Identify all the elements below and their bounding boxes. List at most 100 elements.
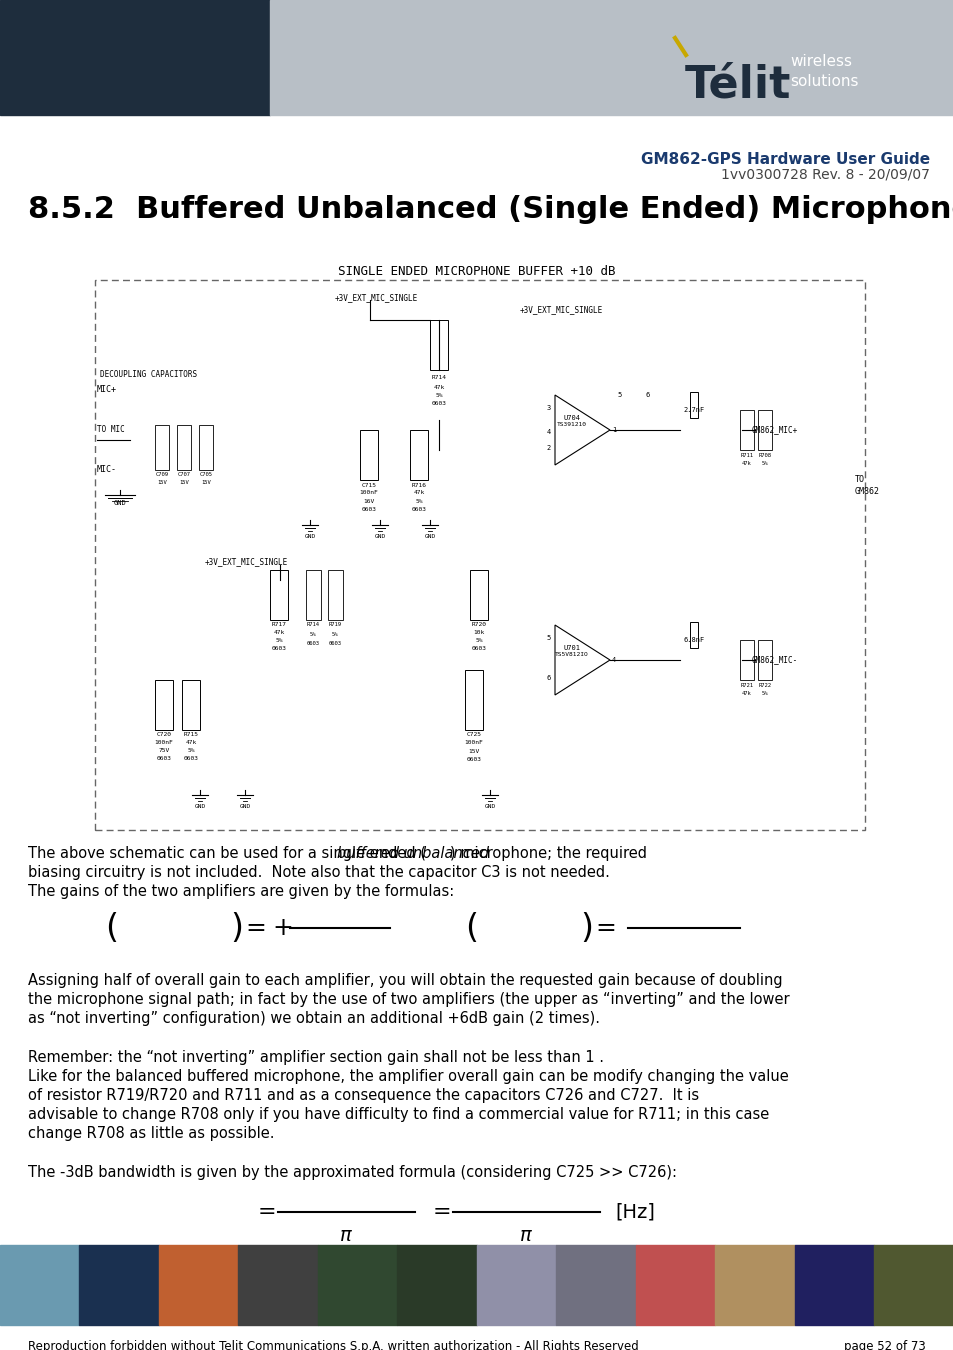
Bar	[476, 1245, 556, 1324]
Bar	[758, 410, 771, 450]
Text: 0603: 0603	[183, 756, 198, 761]
Text: TO MIC: TO MIC	[97, 425, 125, 435]
Text: 0603: 0603	[361, 508, 376, 512]
Text: of resistor R719/R720 and R711 and as a consequence the capacitors C726 and C727: of resistor R719/R720 and R711 and as a …	[28, 1088, 699, 1103]
Text: R711: R711	[740, 454, 753, 458]
Text: biasing circuitry is not included.  Note also that the capacitor C3 is not neede: biasing circuitry is not included. Note …	[28, 865, 609, 880]
Text: R719: R719	[328, 622, 341, 626]
Bar	[199, 425, 213, 470]
Bar	[182, 680, 200, 730]
Text: Like for the balanced buffered microphone, the amplifier overall gain can be mod: Like for the balanced buffered microphon…	[28, 1069, 788, 1084]
Text: MIC-: MIC-	[97, 466, 117, 474]
Text: SINGLE ENDED MICROPHONE BUFFER +10 dB: SINGLE ENDED MICROPHONE BUFFER +10 dB	[338, 265, 615, 278]
Bar	[306, 570, 320, 620]
Text: GM862: GM862	[854, 487, 879, 497]
Text: 47k: 47k	[741, 691, 751, 697]
Text: 5%: 5%	[435, 393, 442, 398]
Text: 47k: 47k	[185, 740, 196, 745]
Bar	[410, 431, 428, 481]
Bar	[715, 1245, 794, 1324]
Text: 47k: 47k	[274, 630, 284, 634]
Text: R720: R720	[471, 622, 486, 626]
Text: GM862_MIC+: GM862_MIC+	[751, 425, 798, 435]
Text: +3V_EXT_MIC_SINGLE: +3V_EXT_MIC_SINGLE	[335, 293, 417, 302]
Text: page 52 of 73: page 52 of 73	[843, 1341, 925, 1350]
Text: 0603: 0603	[306, 641, 319, 647]
Text: 10k: 10k	[473, 630, 484, 634]
Text: =: =	[595, 917, 616, 940]
Text: =: =	[245, 917, 266, 940]
Text: 1: 1	[612, 427, 616, 433]
Text: 5%: 5%	[760, 460, 767, 466]
Text: (: (	[464, 911, 477, 945]
Text: TO: TO	[854, 475, 864, 485]
Text: R708: R708	[758, 454, 771, 458]
Bar	[154, 425, 169, 470]
Text: =: =	[433, 1202, 451, 1222]
Text: [Hz]: [Hz]	[615, 1203, 654, 1222]
Text: solutions: solutions	[789, 74, 858, 89]
Text: C720: C720	[156, 732, 172, 737]
Text: 2.7nF: 2.7nF	[682, 406, 704, 413]
Text: wireless: wireless	[789, 54, 851, 69]
Text: Reproduction forbidden without Telit Communications S.p.A. written authorization: Reproduction forbidden without Telit Com…	[28, 1341, 639, 1350]
Text: 0603: 0603	[156, 756, 172, 761]
Text: R715: R715	[183, 732, 198, 737]
Text: GND: GND	[239, 805, 251, 809]
Text: +: +	[272, 917, 293, 940]
Bar	[430, 320, 448, 370]
Bar	[270, 570, 288, 620]
Text: ): )	[579, 911, 593, 945]
Text: 15V: 15V	[201, 481, 211, 485]
Bar	[794, 1245, 874, 1324]
Text: R717: R717	[272, 622, 286, 626]
Bar	[397, 1245, 476, 1324]
Text: 6: 6	[546, 675, 551, 680]
Text: 0603: 0603	[431, 401, 446, 406]
Bar	[689, 392, 698, 418]
Text: 5%: 5%	[310, 632, 315, 637]
Text: 3: 3	[546, 405, 551, 410]
Text: 4: 4	[546, 429, 551, 435]
Text: buffered unbalanced: buffered unbalanced	[337, 846, 489, 861]
Text: 8.5.2  Buffered Unbalanced (Single Ended) Microphone: 8.5.2 Buffered Unbalanced (Single Ended)…	[28, 194, 953, 224]
Bar	[177, 425, 191, 470]
Text: GND: GND	[194, 805, 206, 809]
Text: GM862-GPS Hardware User Guide: GM862-GPS Hardware User Guide	[640, 153, 929, 167]
Bar	[317, 1245, 397, 1324]
Text: Remember: the “not inverting” amplifier section gain shall not be less than 1 .: Remember: the “not inverting” amplifier …	[28, 1050, 603, 1065]
Text: 5%: 5%	[415, 500, 422, 504]
Text: 5: 5	[618, 392, 621, 398]
Text: GM862_MIC-: GM862_MIC-	[751, 656, 798, 664]
Text: C709: C709	[155, 472, 169, 477]
Text: C705: C705	[199, 472, 213, 477]
Text: =: =	[257, 1202, 276, 1222]
Text: Télit: Télit	[684, 63, 791, 107]
Text: R722: R722	[758, 683, 771, 688]
Text: 15V: 15V	[179, 481, 189, 485]
Text: GND: GND	[374, 535, 385, 539]
Text: GND: GND	[424, 535, 436, 539]
Bar	[159, 1245, 238, 1324]
Text: GND: GND	[113, 500, 126, 506]
Text: 75V: 75V	[158, 748, 170, 753]
Text: 47k: 47k	[433, 385, 444, 390]
Text: +3V_EXT_MIC_SINGLE: +3V_EXT_MIC_SINGLE	[519, 305, 602, 315]
Bar	[556, 1245, 636, 1324]
Text: advisable to change R708 only if you have difficulty to find a commercial value : advisable to change R708 only if you hav…	[28, 1107, 768, 1122]
Text: R714: R714	[306, 622, 319, 626]
Text: 2: 2	[546, 446, 551, 451]
Text: the microphone signal path; in fact by the use of two amplifiers (the upper as “: the microphone signal path; in fact by t…	[28, 992, 789, 1007]
Text: 5: 5	[546, 634, 551, 641]
Text: 47k: 47k	[741, 460, 751, 466]
Bar	[740, 640, 753, 680]
Text: (: (	[105, 911, 118, 945]
Text: ) microphone; the required: ) microphone; the required	[450, 846, 647, 861]
Bar	[270, 0, 953, 115]
Bar	[0, 0, 270, 115]
Text: 6.8nF: 6.8nF	[682, 637, 704, 643]
Text: 100nF: 100nF	[359, 490, 378, 495]
Text: 0603: 0603	[466, 757, 481, 761]
Text: TS5V812IO: TS5V812IO	[555, 652, 588, 657]
Text: 0603: 0603	[411, 508, 426, 512]
